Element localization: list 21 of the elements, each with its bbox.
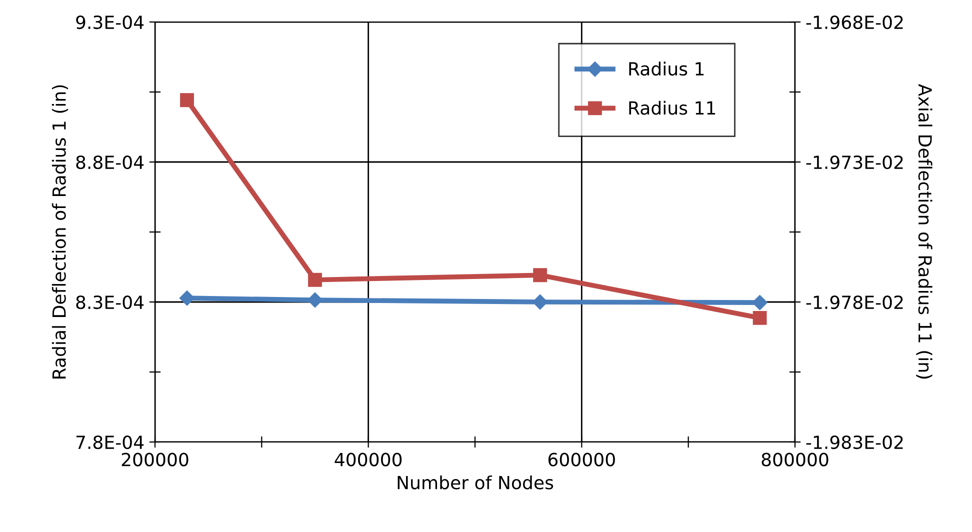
y-tick-label: 8.8E-04 [76, 155, 144, 170]
x-axis-title: Number of Nodes [398, 475, 554, 490]
y-tick-label: 8.3E-04 [76, 295, 144, 310]
point [533, 268, 548, 282]
x-tick-label: 800000 [762, 452, 828, 466]
y2-tick-label: -1.983E-02 [806, 435, 903, 450]
y-axis-title: Radial Deflection of Radius 1 (in) [52, 85, 68, 378]
y2-tick-label: -1.978E-02 [806, 295, 903, 310]
y2-axis-title: Axial Deflection of Radius 11 (in) [916, 84, 932, 379]
legend-label: Radius 1 [629, 62, 704, 76]
point [308, 272, 322, 287]
x-tick-label: 400000 [334, 452, 402, 466]
y2-tick-label: -1.973E-02 [806, 155, 903, 170]
x-tick-label: 600000 [548, 452, 615, 466]
y2-tick-label: -1.968E-02 [806, 15, 903, 30]
y-tick-label: 7.8E-04 [76, 435, 144, 450]
legend-label: Radius 11 [629, 100, 716, 115]
point [752, 311, 767, 325]
point [180, 93, 194, 108]
y-tick-label: 9.3E-04 [76, 15, 144, 30]
x-tick-label: 200000 [122, 452, 188, 466]
